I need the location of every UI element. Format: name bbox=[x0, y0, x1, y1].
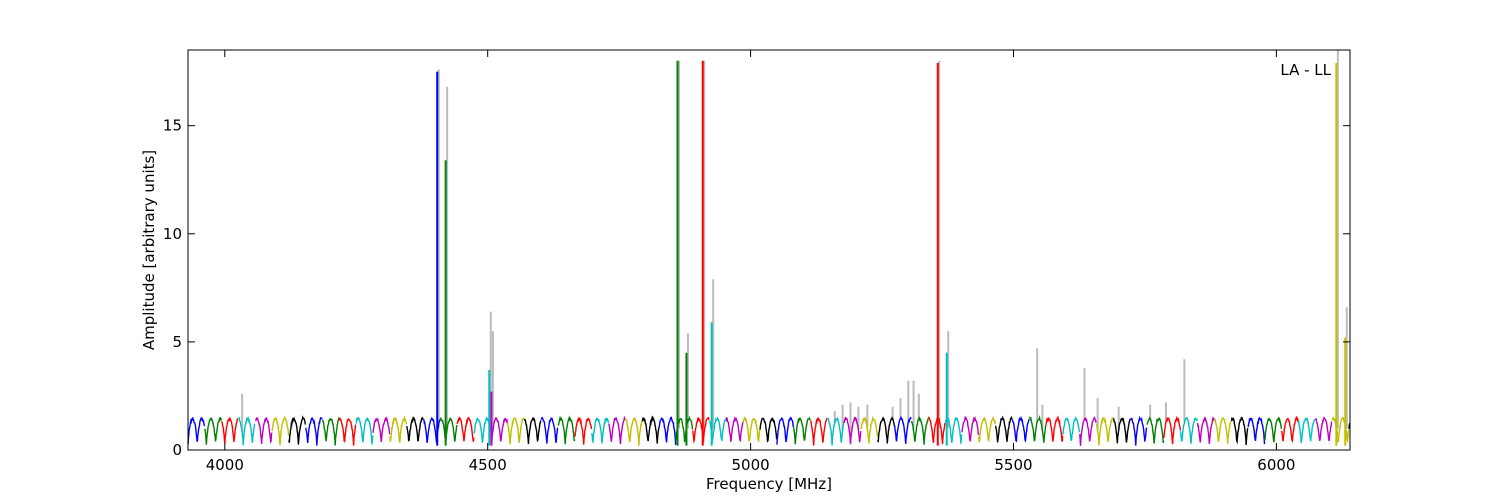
band-segment-52 bbox=[1062, 415, 1081, 441]
band-segment-34 bbox=[759, 416, 778, 443]
band-segment-9 bbox=[338, 417, 357, 446]
band-segment-53 bbox=[1079, 415, 1097, 446]
y-tick-label-0: 0 bbox=[172, 441, 182, 459]
band-segment-64 bbox=[1264, 417, 1283, 443]
band-segment-15 bbox=[439, 416, 458, 443]
band-segment-43 bbox=[910, 416, 929, 445]
x-tick-label-5500: 5500 bbox=[994, 456, 1032, 474]
band-segment-63 bbox=[1247, 416, 1266, 445]
band-segment-26 bbox=[624, 416, 643, 446]
band-segment-49 bbox=[1011, 415, 1030, 443]
band-segment-51 bbox=[1045, 415, 1064, 442]
x-axis-label: Frequency [MHz] bbox=[706, 475, 832, 493]
band-segment-18 bbox=[490, 416, 509, 446]
band-segment-54 bbox=[1095, 416, 1114, 446]
band-segment-44 bbox=[927, 416, 946, 445]
band-segment-24 bbox=[591, 417, 610, 444]
band-segment-38 bbox=[827, 416, 845, 446]
band-segment-42 bbox=[893, 415, 912, 444]
band-segment-36 bbox=[793, 416, 811, 445]
band-segment-17 bbox=[473, 416, 492, 443]
band-segment-57 bbox=[1146, 416, 1165, 444]
band-segment-50 bbox=[1028, 415, 1047, 443]
band-segment-32 bbox=[725, 415, 744, 443]
y-tick-label-15: 15 bbox=[163, 117, 182, 135]
band-segment-48 bbox=[994, 415, 1013, 443]
band-segment-29 bbox=[675, 415, 694, 443]
band-segment-19 bbox=[506, 416, 525, 445]
band-segment-39 bbox=[843, 416, 862, 444]
band-segment-23 bbox=[574, 417, 593, 445]
band-segment-35 bbox=[776, 416, 795, 445]
band-segment-28 bbox=[658, 416, 677, 445]
band-segment-59 bbox=[1180, 416, 1198, 444]
band-segment-46 bbox=[961, 415, 980, 442]
band-segment-27 bbox=[641, 415, 660, 444]
y-axis-label: Amplitude [arbitrary units] bbox=[140, 150, 158, 350]
band-segment-7 bbox=[305, 416, 323, 446]
x-tick-label-5000: 5000 bbox=[732, 456, 770, 474]
band-segment-3 bbox=[238, 415, 256, 446]
band-segment-30 bbox=[692, 416, 710, 444]
band-segment-56 bbox=[1130, 415, 1148, 446]
band-segment-47 bbox=[978, 415, 997, 443]
band-segment-66 bbox=[1297, 417, 1316, 443]
spike-series bbox=[436, 60, 1347, 446]
band-segment-40 bbox=[860, 415, 879, 444]
x-tick-label-4500: 4500 bbox=[469, 456, 507, 474]
band-segment-0 bbox=[187, 417, 206, 445]
x-tick-label-4000: 4000 bbox=[206, 456, 244, 474]
band-series bbox=[187, 415, 1351, 446]
plot-frame bbox=[187, 49, 1351, 451]
band-segment-2 bbox=[221, 417, 239, 444]
band-segment-10 bbox=[355, 416, 374, 445]
band-segment-62 bbox=[1230, 416, 1249, 446]
band-segment-12 bbox=[389, 415, 408, 443]
band-segment-11 bbox=[372, 416, 391, 443]
band-segment-1 bbox=[204, 416, 223, 445]
band-segment-4 bbox=[255, 417, 273, 444]
band-segment-58 bbox=[1163, 415, 1182, 445]
band-segment-41 bbox=[877, 416, 896, 444]
band-segment-60 bbox=[1196, 416, 1215, 444]
band-segment-55 bbox=[1112, 417, 1131, 444]
band-segment-37 bbox=[809, 417, 828, 446]
baseline-annotation: LA - LL bbox=[1280, 61, 1331, 79]
band-segment-8 bbox=[321, 416, 340, 446]
plot-area bbox=[187, 50, 1351, 446]
y-tick-label-10: 10 bbox=[163, 225, 182, 243]
band-segment-13 bbox=[406, 416, 424, 442]
band-segment-65 bbox=[1280, 415, 1299, 443]
axis-ticks: 4000 4500 5000 5500 6000 0 5 10 15 bbox=[163, 50, 1350, 474]
band-segment-67 bbox=[1314, 416, 1333, 442]
band-segment-21 bbox=[540, 416, 559, 444]
band-segment-6 bbox=[288, 415, 307, 445]
band-segment-16 bbox=[456, 416, 475, 442]
band-segment-25 bbox=[607, 415, 626, 445]
y-tick-label-5: 5 bbox=[172, 333, 182, 351]
band-segment-20 bbox=[523, 417, 542, 445]
band-segment-5 bbox=[271, 415, 290, 446]
band-segment-61 bbox=[1213, 417, 1232, 444]
band-segment-45 bbox=[944, 416, 963, 444]
gray-series bbox=[241, 50, 1348, 445]
x-tick-label-6000: 6000 bbox=[1257, 456, 1295, 474]
band-segment-33 bbox=[742, 415, 761, 442]
band-segment-22 bbox=[557, 415, 576, 445]
